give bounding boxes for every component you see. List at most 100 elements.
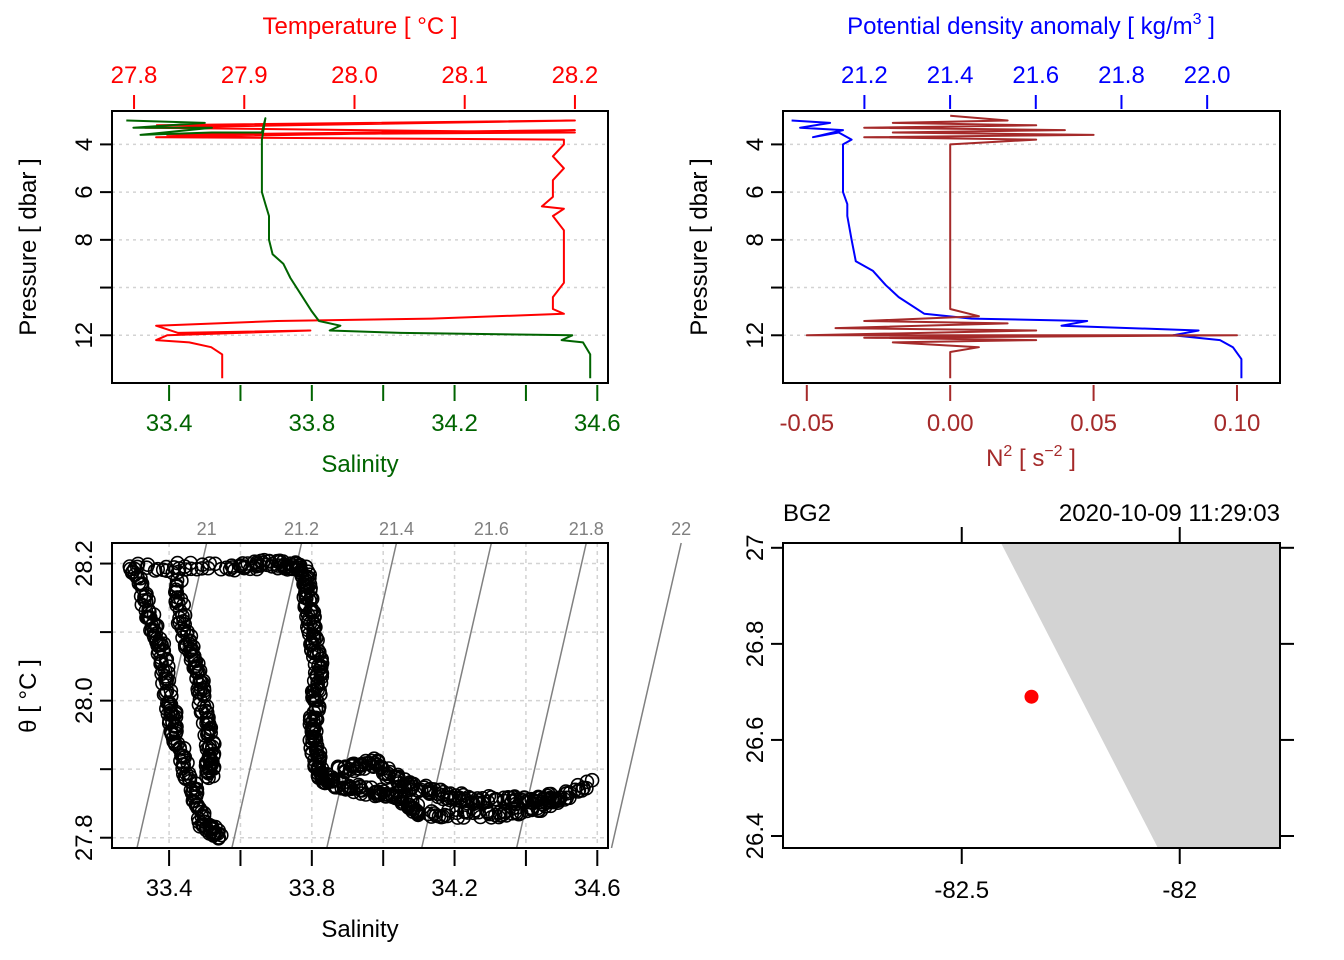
pressure-axis-title: Pressure [ dbar ] xyxy=(686,158,713,335)
ts-point xyxy=(377,786,393,802)
pressure-tick-label: 6 xyxy=(742,185,769,198)
pressure-tick-label: 8 xyxy=(742,233,769,246)
longitude-tick-label: -82 xyxy=(1162,877,1197,904)
top-axis-tick-label: 21.2 xyxy=(841,62,888,89)
ts-point xyxy=(549,791,565,807)
ts-point xyxy=(154,655,169,671)
n2-axis: -0.05 0.00 0.05 0.10 xyxy=(779,385,1260,437)
bottom-axis-tick-label: 0.10 xyxy=(1214,410,1261,437)
ts-point xyxy=(161,673,177,688)
ts-point xyxy=(480,794,496,810)
ts-point xyxy=(201,770,216,786)
ts-point xyxy=(173,753,188,769)
isopycnal-labels: 21 21.2 21.4 21.6 21.8 22 xyxy=(197,519,692,539)
isopycnal-line xyxy=(610,542,682,849)
station-timestamp: 2020-10-09 11:29:03 xyxy=(1059,500,1280,527)
series-line-temperature xyxy=(144,119,576,379)
isopycnal-label: 21.2 xyxy=(284,519,319,539)
ts-point xyxy=(138,594,154,609)
series-line-potential-density-anomaly xyxy=(791,119,1243,379)
bottom-axis-tick-label: 33.4 xyxy=(146,410,193,437)
top-axis-tick-label: 21.8 xyxy=(1098,62,1145,89)
theta-axis: 27.8 28.0 28.2 xyxy=(71,540,112,861)
theta-tick-label: 28.2 xyxy=(71,540,98,587)
ts-point xyxy=(169,573,185,588)
land-polygon xyxy=(1001,543,1280,848)
panel-density-n2-profile: 4 6 8 12 21.2 21.4 21.6 21.8 22.0 -0.05 0.00 0.05… xyxy=(686,11,1281,472)
ts-point xyxy=(202,556,217,571)
ts-point xyxy=(211,830,226,846)
top-axis-tick-label: 21.6 xyxy=(1012,62,1059,89)
plot-frame xyxy=(111,542,609,849)
isopycnal-line xyxy=(326,542,398,849)
salinity-axis: 33.4 33.8 34.2 34.6 xyxy=(146,385,621,437)
latitude-tick-label: 26.6 xyxy=(742,717,769,764)
bottom-axis-tick-label: 33.8 xyxy=(288,410,335,437)
series-line-n2 xyxy=(805,114,1238,379)
isopycnal-line xyxy=(231,542,303,849)
temperature-axis-title: Temperature [ °C ] xyxy=(263,13,458,40)
pressure-gridlines xyxy=(783,143,1280,337)
bottom-axis-tick-label: 34.6 xyxy=(574,410,621,437)
ts-point xyxy=(487,807,503,823)
pressure-axis: 4 6 8 12 xyxy=(71,138,112,349)
ts-points xyxy=(122,552,600,846)
latitude-tick-label: 27 xyxy=(742,534,769,561)
ts-point xyxy=(584,772,600,788)
ts-point xyxy=(168,593,184,608)
ts-point xyxy=(199,769,214,784)
ts-point xyxy=(381,768,397,784)
plot-frame xyxy=(111,110,609,384)
pressure-tick-label: 8 xyxy=(71,233,98,246)
pressure-gridlines xyxy=(112,143,608,337)
top-axis-tick-label: 28.1 xyxy=(441,62,488,89)
pressure-tick-label: 12 xyxy=(742,322,769,349)
ts-point xyxy=(201,765,216,781)
theta-tick-label: 28.0 xyxy=(71,677,98,724)
map-axes: -82.5 -82 26.4 26.6 26.8 27 xyxy=(742,527,1294,904)
plot-frame xyxy=(782,110,1281,384)
n2-axis-title: N2 [ s−2 ] xyxy=(986,443,1076,472)
map-frame xyxy=(782,542,1281,849)
series-line-salinity xyxy=(126,117,592,379)
isopycnal-label: 21.8 xyxy=(569,519,604,539)
panel-station-map: -82.5 -82 26.4 26.6 26.8 27 BG2 2020-10-09 11… xyxy=(742,500,1294,904)
ts-point xyxy=(196,688,212,704)
salinity-axis: 33.4 33.8 34.2 34.6 xyxy=(146,850,621,902)
density-axis-title: Potential density anomaly [ kg/m3 ] xyxy=(847,11,1215,40)
pressure-axis: 4 6 8 12 xyxy=(742,138,783,349)
profile-lines xyxy=(791,114,1243,379)
longitude-tick-label: -82.5 xyxy=(934,877,989,904)
theta-tick-label: 27.8 xyxy=(71,814,98,861)
pressure-tick-label: 6 xyxy=(71,185,98,198)
salinity-tick-label: 33.4 xyxy=(146,875,193,902)
pressure-tick-label: 4 xyxy=(71,138,98,151)
isopycnal-label: 21.6 xyxy=(474,519,509,539)
isopycnal-label: 21.4 xyxy=(379,519,414,539)
ts-point xyxy=(188,659,204,674)
salinity-axis-title: Salinity xyxy=(321,916,398,943)
station-marker[interactable] xyxy=(1024,689,1039,704)
top-axis-tick-label: 21.4 xyxy=(927,62,974,89)
ts-point xyxy=(159,675,174,691)
ts-point xyxy=(164,688,179,704)
top-axis-tick-label: 27.9 xyxy=(221,62,268,89)
pressure-tick-label: 4 xyxy=(742,138,769,151)
ts-point xyxy=(557,792,572,807)
salinity-tick-label: 34.2 xyxy=(431,875,478,902)
top-axis-tick-label: 27.8 xyxy=(111,62,158,89)
latitude-tick-label: 26.4 xyxy=(742,813,769,860)
top-axis-tick-label: 22.0 xyxy=(1184,62,1231,89)
bottom-axis-tick-label: -0.05 xyxy=(779,410,834,437)
ts-point xyxy=(150,561,165,577)
salinity-axis-title: Salinity xyxy=(321,451,398,478)
panel-ts-diagram: 27.8 28.0 28.2 33.4 33.8 34.2 34.6 21 21.2 21.4… xyxy=(15,519,691,943)
ts-point xyxy=(214,827,229,843)
ts-point xyxy=(225,560,240,575)
temperature-axis: 27.8 27.9 28.0 28.1 28.2 xyxy=(111,62,599,109)
profile-lines xyxy=(126,117,592,379)
top-axis-tick-label: 28.2 xyxy=(552,62,599,89)
isopycnal-label: 21 xyxy=(197,519,217,539)
ts-point xyxy=(305,683,321,699)
